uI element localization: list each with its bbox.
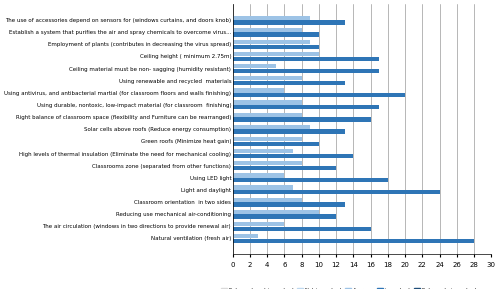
Bar [232,173,284,177]
Bar [232,154,354,158]
Bar [232,214,336,219]
Bar [232,234,258,238]
Bar [232,113,302,117]
Bar [232,222,284,226]
Bar [232,105,379,110]
Bar [232,88,284,92]
Bar [232,20,344,25]
Bar [232,149,293,153]
Bar [232,117,370,122]
Bar [232,198,302,202]
Bar [232,69,379,73]
Bar [232,16,310,20]
Bar [232,45,319,49]
Bar [232,202,344,207]
Bar [232,161,302,165]
Bar [232,32,319,37]
Bar [232,76,302,80]
Bar [232,101,302,105]
Bar [232,210,319,214]
Bar [232,137,302,141]
Bar [232,93,405,97]
Bar [232,52,319,56]
Bar [232,190,440,194]
Legend: Extremely not important, Not important, Average, important, Extremely important: Extremely not important, Not important, … [220,287,478,289]
Bar [232,142,319,146]
Bar [232,28,302,32]
Bar [232,178,388,182]
Bar [232,64,276,68]
Bar [232,81,344,85]
Bar [232,239,474,243]
Bar [232,40,310,44]
Bar [232,129,344,134]
Bar [232,186,293,190]
Bar [232,166,336,170]
Bar [232,57,379,61]
Bar [232,125,310,129]
Bar [232,227,370,231]
